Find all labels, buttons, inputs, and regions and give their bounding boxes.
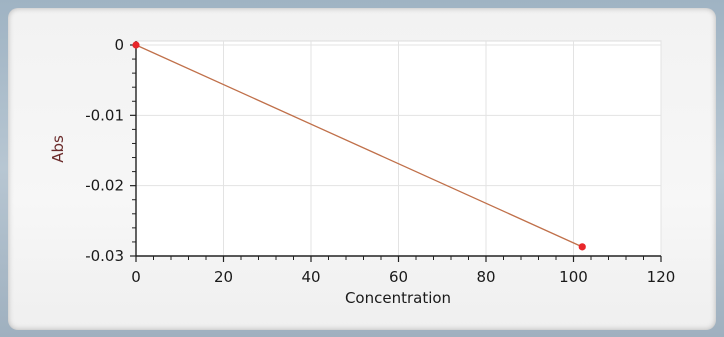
gridlines [136, 41, 662, 256]
x-tick-label: 20 [214, 268, 233, 286]
x-axis-title: Concentration [345, 289, 451, 307]
x-tick-label: 40 [301, 268, 320, 286]
series-group [132, 41, 586, 251]
ticks: 0 20 40 60 80 100 120 0 -0.01 -0.02 -0.03 [85, 36, 675, 286]
series-line [135, 44, 583, 248]
data-point [578, 243, 586, 251]
x-tick-label: 100 [559, 268, 588, 286]
x-tick-label: 80 [476, 268, 495, 286]
y-tick-label: -0.03 [85, 247, 124, 265]
data-point [132, 41, 140, 49]
y-axis-title: Abs [49, 135, 67, 163]
y-tick-label: -0.01 [85, 106, 124, 124]
x-tick-label: 120 [647, 268, 676, 286]
x-tick-label: 60 [389, 268, 408, 286]
y-tick-label: 0 [114, 36, 124, 54]
y-tick-label: -0.02 [85, 177, 124, 195]
x-tick-label: 0 [131, 268, 141, 286]
